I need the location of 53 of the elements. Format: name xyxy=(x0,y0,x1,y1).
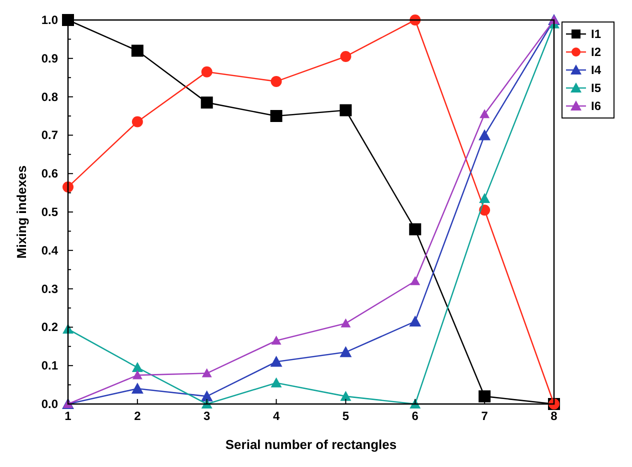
point xyxy=(410,276,420,286)
x-tick-label: 3 xyxy=(204,409,211,423)
point xyxy=(132,362,143,372)
x-axis-title: Serial number of rectangles xyxy=(225,437,397,452)
x-tick-label: 1 xyxy=(64,409,72,423)
point xyxy=(270,377,282,388)
point xyxy=(340,346,352,358)
y-tick-label: 0.9 xyxy=(41,51,58,66)
point xyxy=(270,110,282,122)
point xyxy=(200,96,213,109)
y-tick-label: 0.4 xyxy=(41,243,58,258)
y-tick-label: 0.5 xyxy=(41,205,58,219)
point xyxy=(270,356,282,367)
point xyxy=(340,104,352,116)
point xyxy=(478,129,491,140)
y-tick-label: 0.3 xyxy=(41,282,58,296)
x-tick-label: 2 xyxy=(134,409,142,423)
point xyxy=(202,368,212,378)
point xyxy=(132,370,142,380)
x-tick-label: 4 xyxy=(272,409,280,423)
x-tick-label: 8 xyxy=(550,409,558,423)
point xyxy=(132,116,143,128)
y-tick-label: 0.7 xyxy=(41,128,58,142)
x-tick-label: 6 xyxy=(412,409,419,423)
point xyxy=(340,50,352,62)
y-tick-label: 1.0 xyxy=(41,13,58,27)
x-tick-label: 5 xyxy=(342,409,350,423)
point xyxy=(200,390,213,402)
point xyxy=(480,109,490,118)
point xyxy=(131,44,144,57)
point xyxy=(409,315,422,326)
point xyxy=(270,76,282,87)
point xyxy=(201,66,212,78)
point xyxy=(409,223,422,236)
point xyxy=(340,318,351,328)
y-tick-label: 0.1 xyxy=(41,358,58,373)
x-tick-label: 7 xyxy=(481,409,488,423)
point xyxy=(131,382,144,394)
legend-label: I5 xyxy=(591,81,602,95)
point xyxy=(62,14,74,26)
point xyxy=(478,390,491,402)
y-tick-label: 0.6 xyxy=(41,166,58,181)
y-tick-label: 0.2 xyxy=(41,320,58,334)
point xyxy=(340,390,352,401)
legend-label: I6 xyxy=(591,99,602,113)
point xyxy=(479,193,490,204)
point xyxy=(271,336,282,345)
y-tick-label: 0.0 xyxy=(41,397,58,411)
legend-label: I2 xyxy=(591,45,602,59)
y-tick-label: 0.8 xyxy=(41,90,58,104)
legend-label: I4 xyxy=(591,63,602,77)
y-axis-title: Mixing indexes xyxy=(14,165,29,259)
legend-label: I1 xyxy=(591,27,602,41)
